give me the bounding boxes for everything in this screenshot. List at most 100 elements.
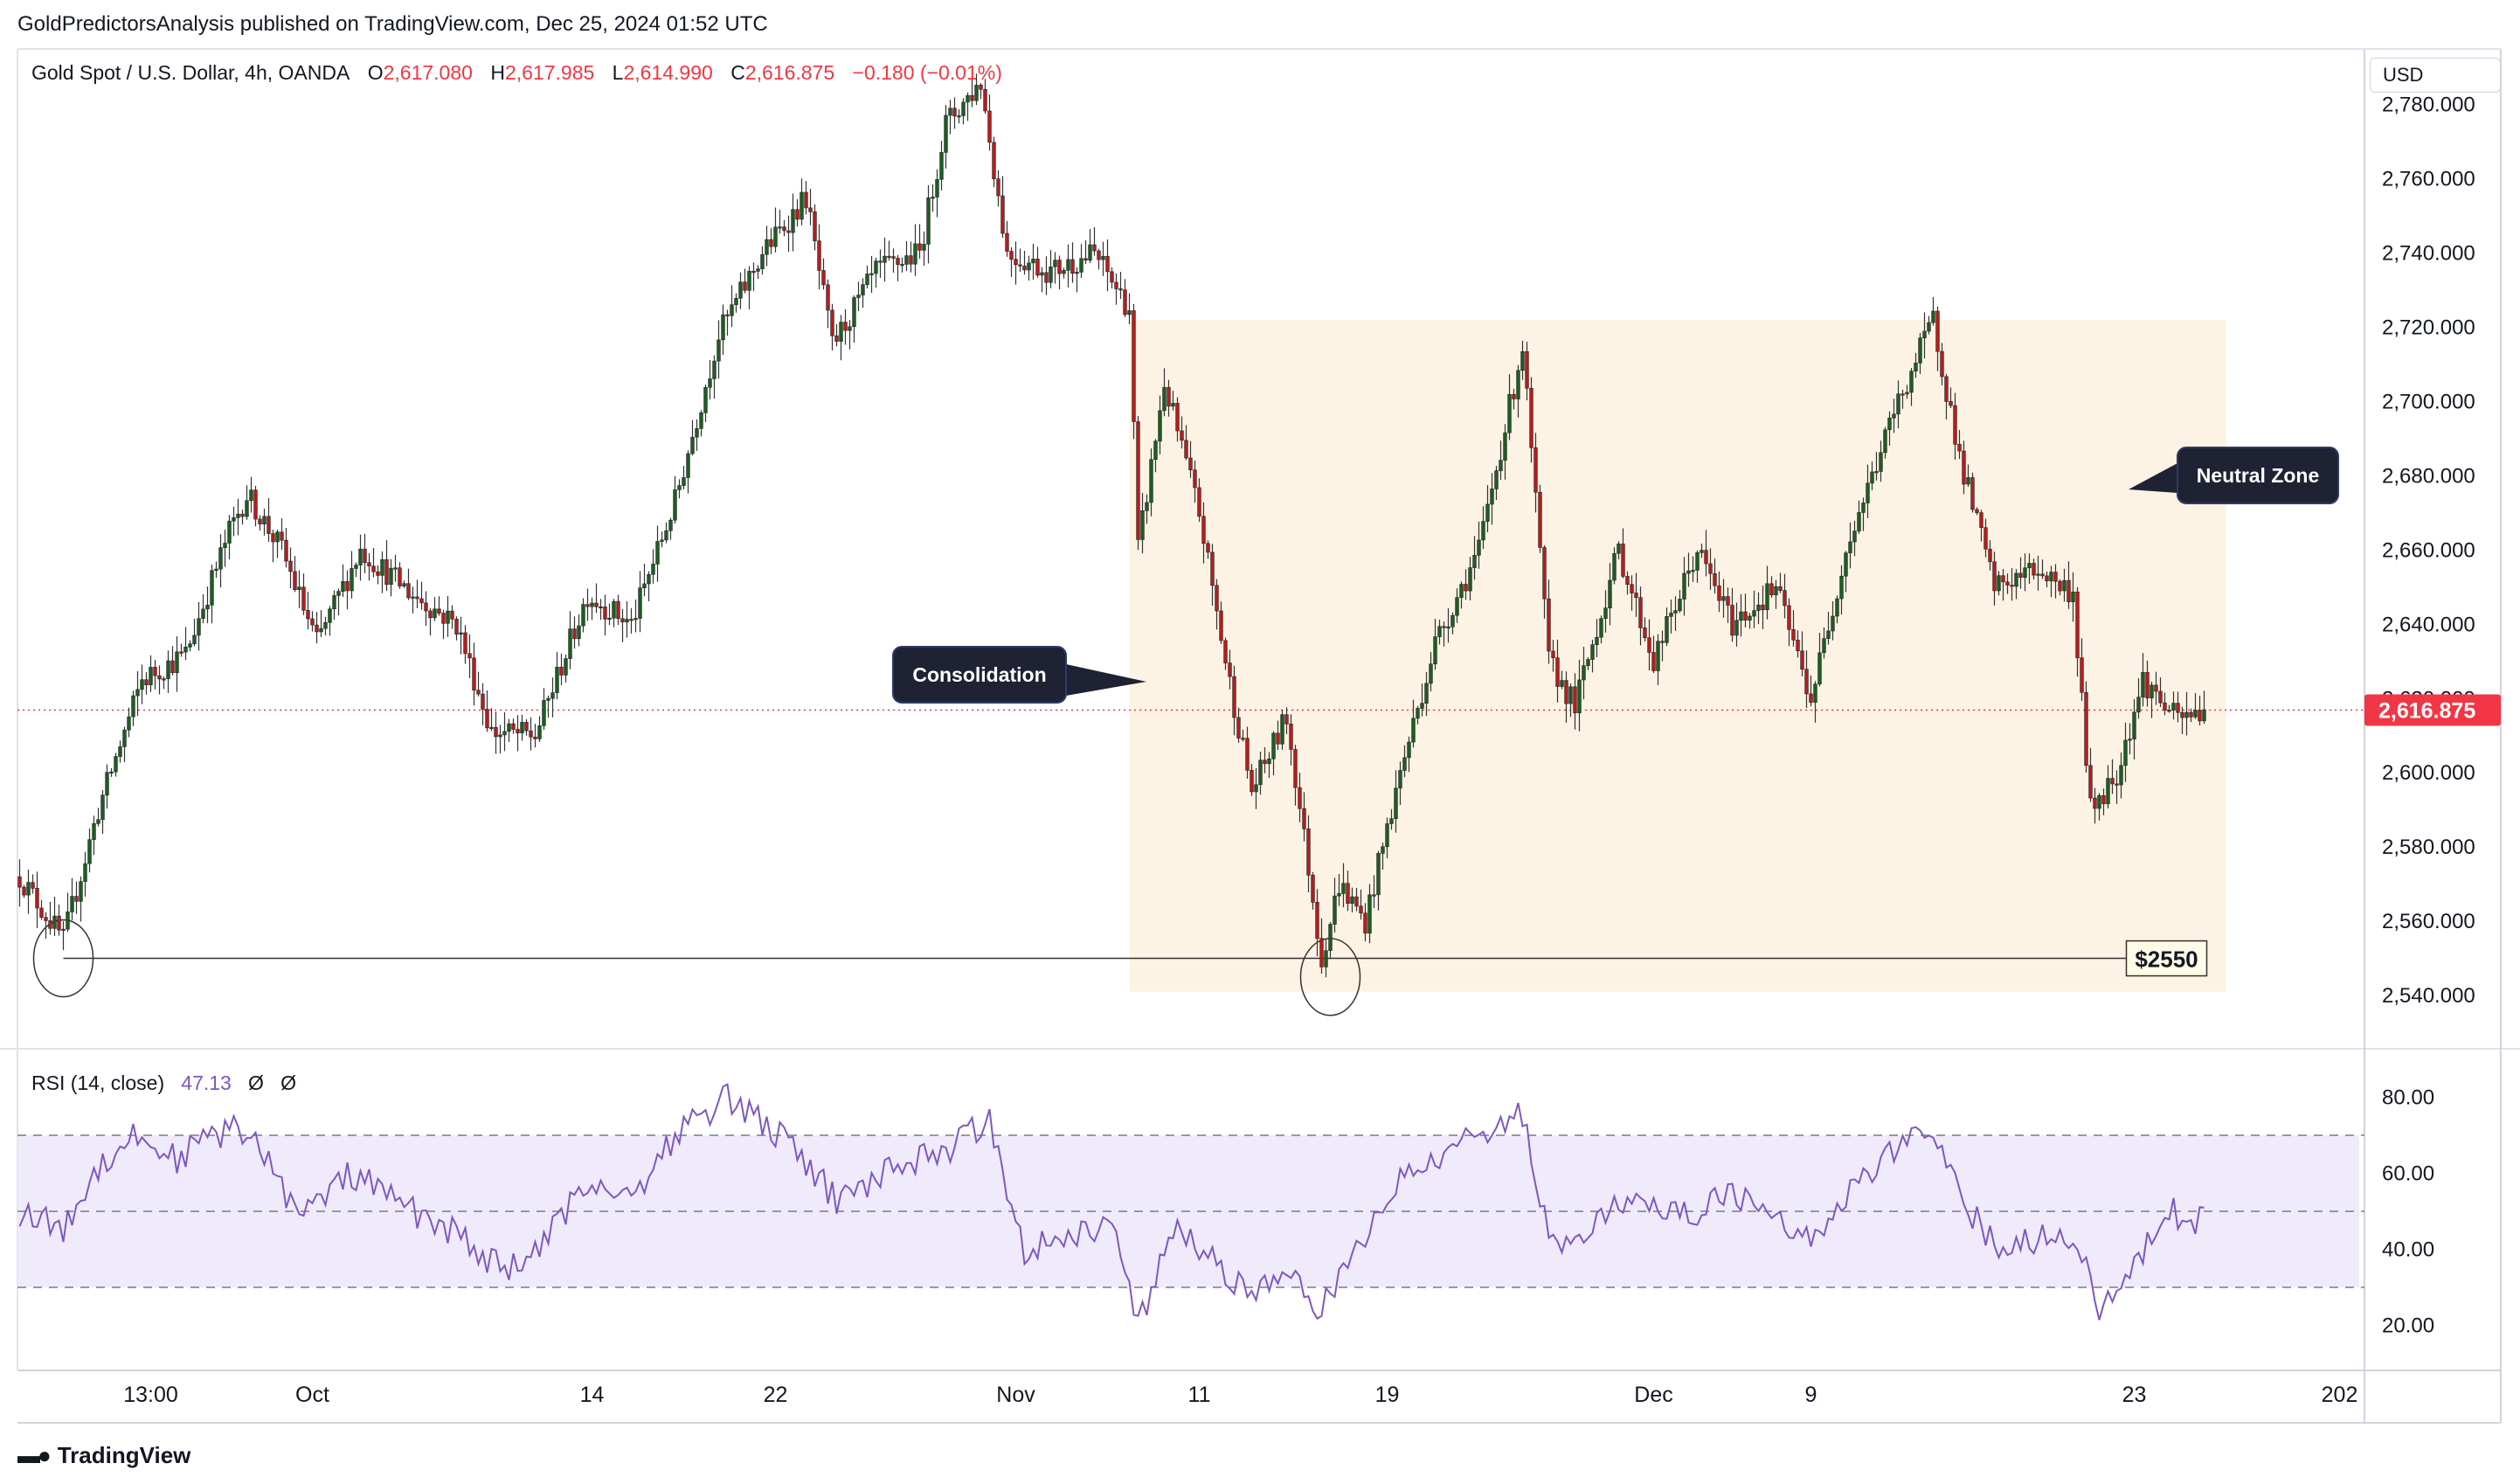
candle-body [1555, 657, 1560, 687]
candle-body [1625, 576, 1630, 585]
candle-body [524, 722, 529, 732]
candle-body [2010, 585, 2014, 587]
candle-body [57, 915, 61, 931]
candle-body [450, 610, 454, 620]
candle-body [1988, 548, 1992, 563]
candle-body [878, 260, 883, 263]
candle-body [1708, 563, 1713, 574]
candle-body [1573, 686, 1577, 714]
candle-body [1590, 644, 1595, 660]
close-label: C [730, 61, 745, 84]
candle-body [83, 863, 87, 882]
candle-body [2088, 765, 2093, 799]
candle-body [1835, 598, 1839, 617]
price-tick-label: 2,680.000 [2382, 464, 2475, 488]
candle-body [1870, 471, 1874, 484]
candle-body [542, 700, 546, 726]
candle-body [1306, 829, 1311, 876]
candle-body [1136, 421, 1140, 540]
candle-body [376, 571, 380, 576]
candle-body [201, 608, 205, 620]
candle-body [144, 679, 149, 685]
candle-body [970, 94, 974, 101]
candle-body [577, 625, 581, 640]
candle-body [459, 632, 463, 635]
candle-body [1909, 371, 1914, 393]
candle-body [1839, 575, 1844, 600]
candle-body [904, 255, 909, 265]
candle-body [1424, 683, 1429, 704]
candle-body [1512, 393, 1516, 399]
candle-body [1223, 640, 1228, 663]
candle-body [647, 573, 651, 585]
candle-body [1376, 853, 1381, 896]
candle-body [1769, 583, 1774, 595]
support-label: $2550 [2135, 947, 2198, 973]
candle-body [1083, 258, 1088, 261]
candle-body [1184, 440, 1188, 459]
candle-body [572, 628, 577, 640]
candle-body [1970, 477, 1975, 510]
candle-body [61, 928, 66, 931]
candle-body [695, 428, 699, 438]
candle-body [2097, 794, 2101, 809]
candle-body [1638, 597, 1643, 628]
candle-body [564, 658, 568, 676]
candle-body [2132, 711, 2136, 739]
candle-body [1035, 259, 1040, 276]
candle-body [1267, 758, 1271, 765]
candle-body [922, 244, 926, 251]
time-tick-label: 14 [580, 1383, 605, 1407]
candle-body [883, 255, 887, 263]
candle-body [2202, 709, 2206, 722]
candle-body [738, 281, 743, 299]
candle-body [848, 326, 852, 331]
candle-body [891, 256, 896, 259]
tradingview-logo[interactable]: ▬● TradingView [17, 1442, 190, 1469]
candle-body [2119, 765, 2123, 786]
candle-body [1695, 552, 1700, 571]
candle-body [389, 567, 393, 586]
candle-body [813, 212, 817, 241]
candle-body [1118, 288, 1123, 291]
candle-body [2154, 684, 2158, 692]
candle-body [1381, 846, 1385, 854]
candle-body [633, 618, 638, 621]
candle-body [205, 605, 210, 610]
candle-body [1949, 401, 1953, 406]
candle-body [328, 608, 332, 623]
candle-body [765, 239, 769, 255]
candle-body [594, 602, 599, 607]
candle-body [297, 586, 301, 590]
candle-body [253, 489, 258, 520]
candle-body [1236, 717, 1241, 739]
candle-body [747, 271, 751, 291]
candle-body [1717, 585, 1721, 601]
candle-body [494, 726, 498, 738]
candle-body [717, 339, 721, 362]
candle-body [1560, 680, 1564, 687]
footer-brand: TradingView [57, 1442, 191, 1468]
candle-body [1298, 787, 1302, 809]
candle-body [188, 643, 192, 648]
candle-body [1258, 759, 1263, 786]
currency-selector[interactable]: USD [2370, 58, 2501, 93]
candle-body [1398, 770, 1402, 789]
candle-body [1962, 450, 1966, 485]
candle-body [1324, 950, 1328, 967]
candle-body [1617, 544, 1621, 554]
candle-body [249, 489, 253, 502]
candle-body [2080, 657, 2084, 693]
candle-body [2123, 739, 2128, 766]
time-tick-label: 22 [764, 1383, 788, 1407]
candle-body [2198, 710, 2202, 722]
candle-body [345, 581, 350, 592]
candle-body [511, 723, 516, 730]
candle-body [703, 386, 708, 413]
candle-body [708, 378, 712, 388]
candle-body [957, 115, 961, 118]
time-tick-label: 11 [1188, 1383, 1211, 1407]
candle-body [2176, 703, 2180, 713]
candle-body [1494, 470, 1499, 489]
